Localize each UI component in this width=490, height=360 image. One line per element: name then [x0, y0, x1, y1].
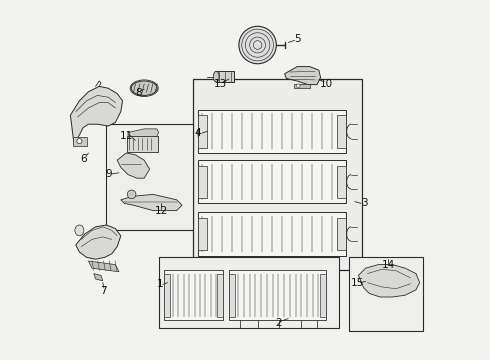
Bar [193, 79, 362, 270]
Polygon shape [117, 153, 149, 178]
Circle shape [239, 26, 276, 64]
Bar [198, 166, 207, 198]
Bar [216, 71, 234, 82]
Bar [106, 124, 193, 230]
Text: 15: 15 [351, 278, 364, 288]
Bar [198, 212, 346, 256]
Text: 11: 11 [121, 131, 134, 141]
Bar [294, 84, 310, 88]
Circle shape [77, 139, 82, 144]
Polygon shape [128, 129, 159, 136]
Text: 12: 12 [155, 206, 168, 216]
Text: 6: 6 [80, 154, 87, 165]
Bar [127, 136, 158, 152]
Bar [198, 110, 346, 153]
Text: 14: 14 [382, 260, 395, 270]
Bar [217, 274, 223, 317]
Bar [337, 115, 346, 148]
Text: 10: 10 [320, 78, 333, 89]
Polygon shape [285, 67, 320, 85]
Bar [198, 115, 207, 148]
Ellipse shape [213, 71, 219, 82]
Ellipse shape [131, 81, 157, 95]
Bar [198, 160, 346, 203]
Circle shape [127, 190, 136, 199]
Polygon shape [121, 194, 182, 211]
Text: 5: 5 [294, 33, 300, 44]
Polygon shape [88, 261, 119, 272]
Polygon shape [358, 265, 419, 297]
Text: 8: 8 [136, 88, 142, 98]
Bar [159, 257, 339, 328]
Bar [164, 274, 171, 317]
Bar [319, 274, 326, 317]
Polygon shape [71, 86, 122, 144]
Polygon shape [76, 225, 121, 259]
Text: 9: 9 [105, 169, 112, 179]
Bar [349, 257, 423, 331]
Bar [229, 270, 326, 320]
Polygon shape [94, 274, 103, 281]
Text: 1: 1 [156, 279, 163, 289]
Text: 2: 2 [275, 318, 282, 328]
Text: 13: 13 [214, 78, 227, 89]
Text: 7: 7 [100, 286, 107, 296]
Bar [73, 137, 87, 146]
Bar [198, 218, 207, 250]
Bar [337, 218, 346, 250]
Text: 4: 4 [195, 128, 201, 138]
Bar [164, 270, 223, 320]
Bar [337, 166, 346, 198]
Ellipse shape [75, 225, 84, 236]
Text: 3: 3 [361, 198, 368, 208]
Circle shape [296, 84, 300, 87]
Bar [229, 274, 235, 317]
